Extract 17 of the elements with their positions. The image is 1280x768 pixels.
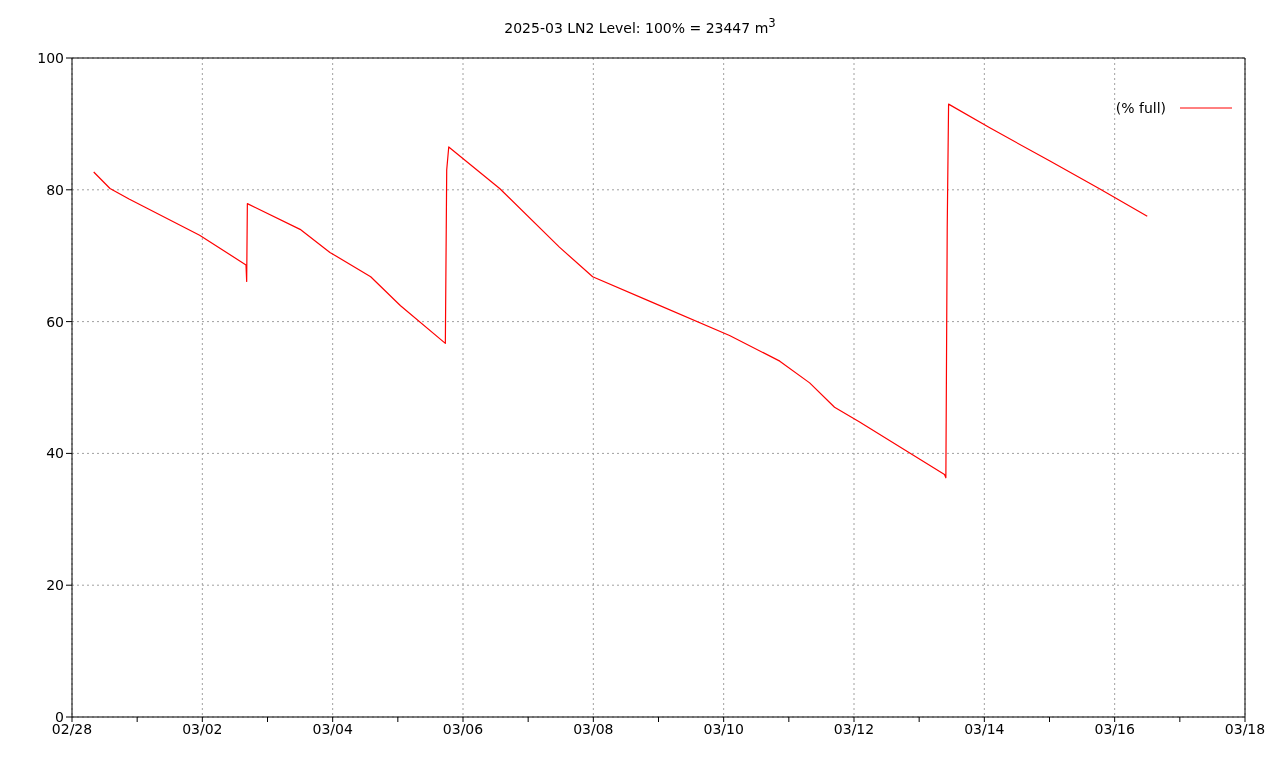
y-tick-label: 0: [55, 708, 64, 725]
x-tick-label: 03/10: [703, 720, 744, 737]
y-tick-label: 80: [46, 181, 64, 198]
y-tick-label: 60: [46, 313, 64, 330]
y-tick-label: 20: [46, 577, 64, 594]
x-tick-label: 03/16: [1094, 720, 1135, 737]
y-tick-label: 100: [37, 49, 64, 66]
x-tick-label: 03/08: [573, 720, 614, 737]
legend-label: (% full): [1115, 100, 1166, 116]
x-tick-label: 03/04: [312, 720, 353, 737]
x-tick-label: 03/12: [833, 720, 875, 737]
x-tick-label: 03/14: [964, 720, 1005, 737]
y-tick-label: 40: [46, 445, 64, 462]
x-tick-label: 03/02: [182, 720, 223, 737]
x-tick-label: 03/18: [1224, 720, 1266, 737]
chart-title: 2025-03 LN2 Level: 100% = 23447 m$^{3}$: [503, 15, 777, 38]
x-tick-label: 03/06: [442, 720, 484, 737]
